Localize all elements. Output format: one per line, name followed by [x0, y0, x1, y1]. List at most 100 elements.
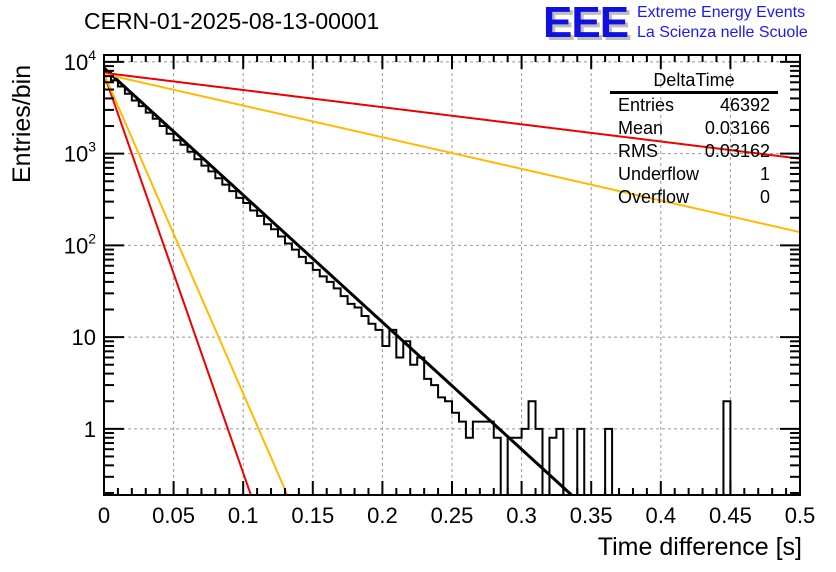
- y-tick-label: 1: [84, 417, 96, 442]
- stats-value: 0.03166: [704, 118, 770, 138]
- histogram-bin: [403, 341, 410, 495]
- histogram-bin: [445, 401, 452, 495]
- histogram-bin: [389, 330, 396, 495]
- x-tick-label: 0.2: [367, 503, 398, 528]
- stats-box: DeltaTime Entries 46392 Mean 0.03166 RMS 0.…: [610, 70, 778, 209]
- histogram-bin: [362, 316, 369, 495]
- histogram-bin: [160, 126, 167, 495]
- histogram-bin: [201, 166, 208, 495]
- y-tick-label: 104: [64, 47, 96, 75]
- axes: 0 0.05 0.1 0.15 0.2 0.25 0.3 0.35 0.4 0.45 0.51101…: [64, 47, 816, 528]
- fit-curve-red-shallow: [104, 71, 800, 160]
- stats-value: 0.03162: [704, 141, 770, 161]
- stats-label: Underflow: [618, 164, 700, 184]
- histogram-bin: [313, 270, 320, 495]
- fit-curve-red-steep: [104, 73, 252, 495]
- histogram-bin: [459, 422, 466, 495]
- stats-row-entries: Entries 46392: [610, 94, 778, 117]
- logo-line-1: Extreme Energy Events: [637, 4, 806, 21]
- stats-label: Mean: [618, 118, 664, 138]
- stats-row-rms: RMS 0.03162: [610, 140, 778, 163]
- histogram-bin: [348, 304, 355, 495]
- histogram-bin: [341, 296, 348, 495]
- fit-curve-yellow-steep: [104, 73, 289, 495]
- histogram-bin: [605, 429, 612, 495]
- histogram-bin: [174, 140, 181, 495]
- stats-label: Overflow: [618, 187, 690, 207]
- stats-label: Entries: [618, 95, 675, 115]
- stats-title: DeltaTime: [610, 70, 778, 94]
- histogram-bin: [396, 357, 403, 495]
- fit-curve-yellow-shallow: [104, 72, 800, 234]
- stats-value: 46392: [719, 95, 770, 115]
- histogram-bin: [194, 159, 201, 495]
- histogram-bin: [466, 438, 473, 495]
- histogram-bin: [494, 438, 501, 495]
- histogram-bin: [292, 250, 299, 495]
- x-axis-label: Time difference [s]: [597, 533, 802, 561]
- histogram-bin: [529, 401, 536, 495]
- x-tick-label: 0: [98, 503, 110, 528]
- x-tick-label: 0.45: [709, 503, 752, 528]
- histogram-bin: [327, 282, 334, 495]
- histogram-bin: [236, 198, 243, 495]
- stats-label: RMS: [618, 141, 658, 161]
- histogram-bin: [299, 257, 306, 495]
- histogram-bin: [334, 288, 341, 495]
- y-tick-label: 103: [64, 139, 96, 167]
- y-tick-label: 102: [64, 230, 96, 258]
- x-tick-label: 0.4: [646, 503, 677, 528]
- x-tick-label: 0.15: [291, 503, 334, 528]
- x-tick-label: 0.1: [228, 503, 259, 528]
- histogram-bin: [285, 243, 292, 495]
- histogram-bin: [424, 379, 431, 495]
- x-tick-label: 0.25: [431, 503, 474, 528]
- histogram-bin: [208, 171, 215, 495]
- x-tick-label: 0.3: [506, 503, 537, 528]
- histogram-bin: [452, 413, 459, 495]
- histogram-bin: [243, 203, 250, 495]
- histogram-bin: [181, 145, 188, 495]
- histogram-bin: [222, 185, 229, 495]
- histogram-bin: [431, 385, 438, 495]
- histogram-bin: [522, 429, 529, 495]
- histogram-bin: [549, 438, 556, 495]
- fit-curves: [104, 66, 800, 495]
- histogram-bin: [368, 324, 375, 495]
- histogram-bin: [250, 211, 257, 495]
- histogram-bin: [723, 401, 730, 495]
- histogram-bin: [271, 229, 278, 495]
- x-tick-label: 0.05: [152, 503, 195, 528]
- y-tick-label: 10: [72, 325, 96, 350]
- fit-curve-fit: [104, 66, 574, 495]
- eee-logo-mark: EEE: [543, 0, 629, 47]
- histogram-bin: [473, 422, 480, 495]
- histogram-bin: [382, 346, 389, 495]
- histogram-bin: [355, 308, 362, 495]
- chart-title: CERN-01-2025-08-13-00001: [84, 8, 380, 34]
- histogram-bin: [508, 438, 515, 495]
- histogram-bin: [306, 263, 313, 495]
- y-axis-label: Entries/bin: [8, 64, 36, 183]
- histogram-bin: [410, 365, 417, 495]
- stats-row-underflow: Underflow 1: [610, 163, 778, 186]
- histogram-bin: [480, 422, 487, 495]
- x-tick-label: 0.5: [785, 503, 816, 528]
- histogram-bin: [417, 357, 424, 495]
- histogram-bin: [104, 71, 111, 495]
- histogram-bin: [153, 119, 160, 495]
- logo-line-2: La Scienza nelle Scuole: [637, 24, 808, 41]
- histogram-bin: [139, 106, 146, 495]
- histogram-bin: [320, 276, 327, 495]
- histogram-bin: [257, 216, 264, 495]
- histogram-bin: [278, 236, 285, 495]
- histogram-bin: [487, 422, 494, 495]
- histogram-bin: [438, 397, 445, 495]
- stats-value: 0: [759, 187, 770, 207]
- x-tick-label: 0.35: [570, 503, 613, 528]
- stats-row-overflow: Overflow 0: [610, 186, 778, 209]
- stats-value: 1: [759, 164, 770, 184]
- stats-row-mean: Mean 0.03166: [610, 117, 778, 140]
- histogram-bin: [167, 134, 174, 495]
